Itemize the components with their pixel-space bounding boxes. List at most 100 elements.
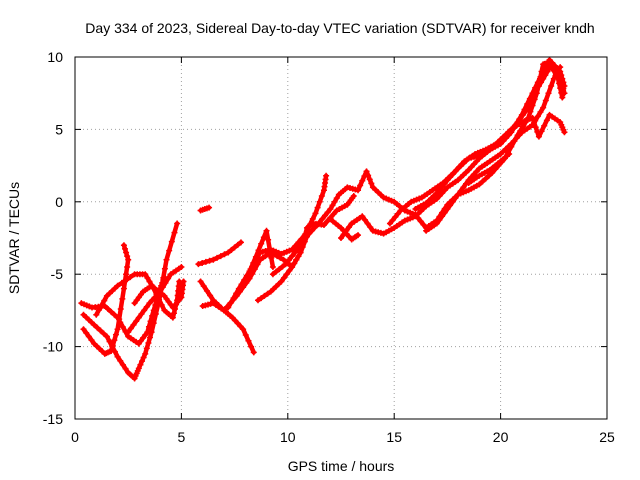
x-tick-label: 15 [386, 429, 402, 445]
data-point-marker [114, 274, 134, 289]
data-point-marker [348, 215, 363, 227]
data-point-marker [161, 292, 174, 308]
data-markers [78, 56, 568, 382]
data-point-marker [465, 174, 480, 186]
data-point-marker [278, 247, 293, 257]
data-point-marker [401, 207, 416, 217]
data-point-marker [355, 232, 362, 239]
data-point-marker [312, 193, 325, 217]
data-point-marker [380, 226, 395, 237]
data-point-marker [476, 172, 492, 188]
data-point-marker [91, 340, 106, 355]
data-point-marker [125, 333, 140, 345]
data-point-marker [561, 90, 568, 97]
data-point-marker [178, 263, 185, 270]
data-point-marker [401, 214, 416, 224]
data-point-marker [125, 318, 140, 336]
data-point-marker [146, 291, 161, 307]
data-point-marker [278, 267, 293, 285]
data-point-marker [255, 290, 271, 304]
data-point-marker [465, 158, 480, 173]
data-point-marker [333, 203, 348, 214]
data-point-marker [557, 64, 564, 71]
y-tick-label: 0 [55, 194, 63, 210]
data-point-marker [140, 284, 153, 295]
data-point-marker [429, 181, 444, 194]
data-point-marker [323, 172, 330, 179]
data-point-marker [497, 143, 512, 158]
data-point-marker [455, 157, 470, 172]
axis-ticks: 0 5 10 15 20 25 -15 -10 -5 0 5 10 [43, 49, 615, 445]
data-point-marker [306, 221, 321, 237]
data-point-marker [497, 132, 512, 147]
data-point-marker [257, 251, 272, 263]
data-point-marker [508, 132, 523, 147]
chart-title: Day 334 of 2023, Sidereal Day-to-day VTE… [85, 20, 594, 36]
data-point-marker [412, 201, 427, 213]
y-tick-label: -5 [51, 266, 64, 282]
data-point-marker [114, 353, 129, 372]
data-point-marker [197, 278, 214, 299]
data-point-marker [535, 117, 550, 140]
data-point-marker [455, 169, 470, 184]
data-point-marker [359, 213, 374, 231]
data-point-marker [80, 326, 95, 344]
data-point-marker [210, 251, 228, 263]
data-point-marker [289, 235, 305, 253]
data-point-marker [561, 82, 568, 89]
data-point-marker [557, 119, 567, 133]
data-point-marker [125, 369, 136, 381]
data-point-marker [157, 275, 172, 295]
data-point-marker [497, 152, 510, 165]
data-point-marker [135, 332, 149, 347]
x-tick-label: 10 [280, 429, 296, 445]
data-point-marker [355, 173, 368, 194]
data-point-marker [169, 296, 183, 311]
data-point-marker [546, 111, 561, 124]
data-point-marker [80, 311, 95, 326]
data-point-marker [225, 290, 240, 311]
data-point-marker [131, 291, 144, 307]
data-point-marker [386, 210, 401, 227]
data-point-marker [161, 307, 174, 319]
data-point-marker [240, 326, 255, 350]
x-tick-label: 20 [493, 429, 509, 445]
data-point-marker [540, 64, 553, 82]
data-point-marker [408, 195, 423, 205]
data-point-marker [540, 59, 551, 75]
x-tick-label: 5 [178, 429, 186, 445]
data-point-marker [114, 295, 126, 333]
data-point-marker [444, 195, 459, 213]
data-point-marker [327, 195, 340, 213]
data-point-marker [269, 263, 286, 278]
data-point-marker [350, 193, 357, 200]
data-point-marker [444, 178, 459, 191]
data-point-marker [335, 186, 349, 198]
data-point-marker [338, 224, 352, 240]
data-point-marker [397, 200, 412, 214]
data-point-marker [344, 195, 356, 208]
data-point-marker [122, 245, 132, 263]
data-point-marker [320, 176, 329, 194]
data-point-marker [476, 168, 491, 179]
x-tick-label: 25 [599, 429, 615, 445]
data-point-marker [135, 303, 150, 321]
data-point-marker [433, 187, 448, 202]
plot-frame [74, 56, 608, 420]
data-point-marker [142, 334, 154, 357]
data-point-marker [550, 67, 562, 82]
data-point-marker [391, 219, 406, 231]
y-tick-label: 10 [47, 49, 63, 65]
data-point-marker [163, 229, 178, 263]
data-point-marker [433, 209, 448, 227]
data-point-marker [144, 312, 156, 336]
data-point-marker [148, 301, 161, 336]
y-tick-label: -15 [43, 411, 63, 427]
data-point-marker [269, 263, 276, 270]
x-tick-label: 0 [71, 429, 79, 445]
data-point-marker [472, 147, 487, 158]
data-point-marker [555, 75, 565, 96]
data-point-marker [508, 116, 523, 136]
data-point-marker [369, 184, 384, 198]
